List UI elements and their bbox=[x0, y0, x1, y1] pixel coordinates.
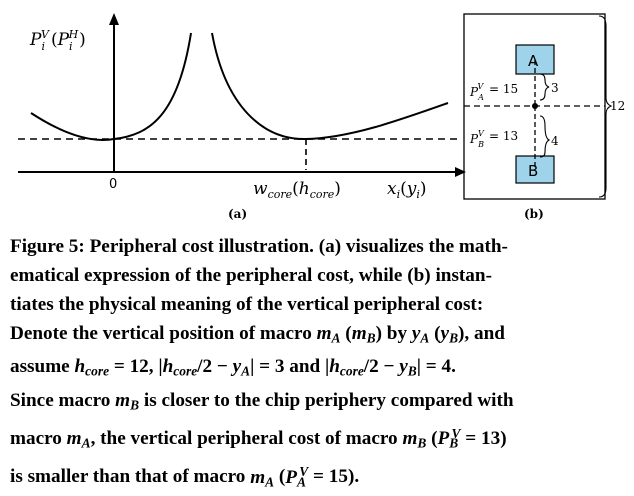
macro-b-label: B bbox=[528, 162, 538, 180]
macro-placement-diagram: A B 3 4 PAV = 15 PBV = 13 12 (b) bbox=[463, 13, 625, 221]
left-cost-curve bbox=[30, 32, 192, 141]
cost-b-symbol: PBV bbox=[469, 129, 485, 149]
height-label: 12 bbox=[610, 99, 625, 113]
right-cost-curve bbox=[211, 32, 449, 141]
caption-line-6: Since macro mB is closer to the chip per… bbox=[10, 389, 514, 413]
cost-a-symbol: PAV bbox=[469, 82, 484, 102]
distance-bottom-label: 4 bbox=[551, 134, 559, 148]
x-axis-arrow bbox=[455, 167, 466, 177]
cost-b-value: = 13 bbox=[489, 129, 518, 143]
subfigure-b-label: (b) bbox=[524, 207, 544, 221]
caption-line-8: is smaller than that of macro mA (PAV = … bbox=[10, 464, 360, 489]
caption-line-7: macro mA, the vertical peripheral cost o… bbox=[10, 426, 507, 451]
distance-top-label: 3 bbox=[551, 81, 559, 95]
figure-caption: Figure 5: Peripheral cost illustration. … bbox=[10, 232, 625, 496]
peripheral-cost-plot: PiV (PiH) 0 wcore(hcore) xi(yi) (a) bbox=[18, 13, 466, 221]
height-brace bbox=[598, 15, 613, 198]
caption-line-2: ematical expression of the peripheral co… bbox=[10, 265, 492, 286]
origin-label: 0 bbox=[109, 177, 117, 192]
brace-top bbox=[539, 73, 550, 101]
subfigure-a-label: (a) bbox=[228, 207, 247, 221]
y-axis-arrow bbox=[109, 13, 119, 25]
caption-line-3: tiates the physical meaning of the verti… bbox=[10, 294, 484, 315]
caption-line-4: Denote the vertical position of macro mA… bbox=[10, 323, 505, 346]
caption-line-1: Figure 5: Peripheral cost illustration. … bbox=[10, 236, 508, 257]
brace-bottom bbox=[539, 115, 551, 158]
wcore-label: wcore(hcore) bbox=[253, 179, 341, 201]
center-point bbox=[532, 103, 538, 109]
x-axis-label: xi(yi) bbox=[387, 179, 427, 201]
cost-a-value: = 15 bbox=[489, 82, 518, 96]
caption-line-5: assume hcore = 12, |hcore/2 − yA| = 3 an… bbox=[10, 356, 456, 379]
y-axis-label: PiV (PiH) bbox=[29, 28, 86, 53]
macro-a-label: A bbox=[528, 52, 539, 70]
